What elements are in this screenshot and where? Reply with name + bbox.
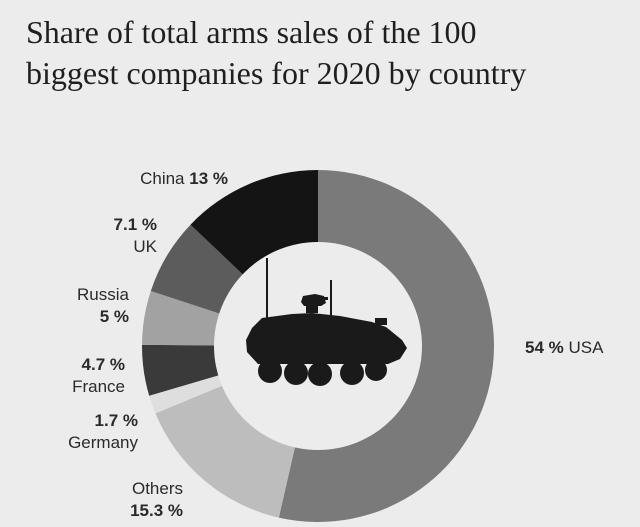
label-france-value: 4.7 % — [81, 355, 125, 374]
label-china: China 13 % — [140, 168, 228, 190]
label-uk-value: 7.1 % — [113, 215, 157, 234]
label-russia-value: 5 % — [99, 307, 129, 326]
label-others-name: Others — [131, 479, 183, 498]
label-france-name: France — [72, 377, 125, 396]
label-others-value: 15.3 % — [130, 501, 183, 520]
label-russia-name: Russia — [77, 285, 129, 304]
label-germany-name: Germany — [68, 433, 138, 452]
label-usa-name: USA — [568, 338, 604, 357]
label-china-value: 13 % — [189, 169, 228, 188]
armored-vehicle-icon — [246, 258, 407, 386]
label-usa-value: 54 % — [525, 338, 564, 357]
chart-title-line-2: biggest companies for 2020 by country — [26, 55, 527, 91]
label-russia: Russia 5 % — [77, 284, 129, 328]
label-uk: 7.1 % UK — [114, 214, 157, 258]
label-germany-value: 1.7 % — [94, 411, 138, 430]
chart-title: Share of total arms sales of the 100 big… — [26, 12, 626, 94]
label-uk-name: UK — [133, 237, 157, 256]
label-france: 4.7 % France — [72, 354, 125, 398]
label-china-name: China — [140, 169, 185, 188]
label-germany: 1.7 % Germany — [68, 410, 138, 454]
label-usa: 54 % USA — [525, 337, 603, 359]
chart-title-line-1: Share of total arms sales of the 100 — [26, 14, 477, 50]
label-others: Others 15.3 % — [130, 478, 183, 522]
